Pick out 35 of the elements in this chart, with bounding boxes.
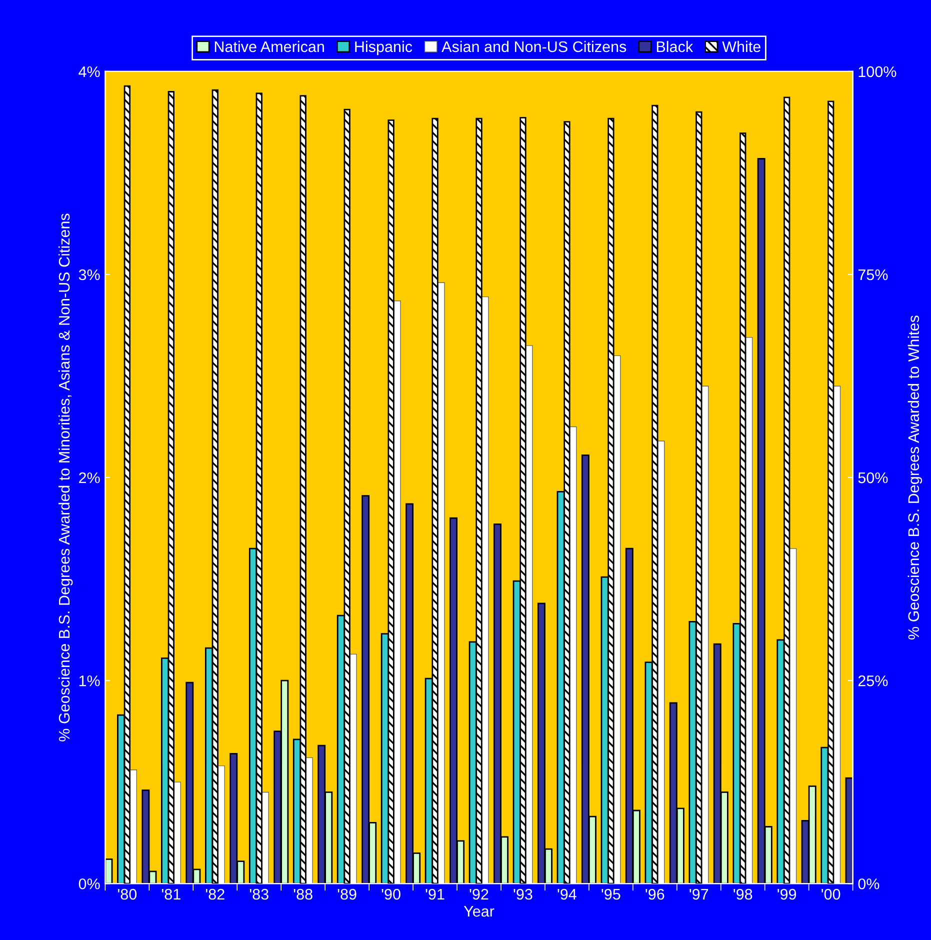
y-tick-label: 0% — [78, 878, 100, 890]
x-tick-label: '94 — [558, 888, 576, 900]
x-tick-label: '82 — [206, 888, 224, 900]
y2-tick-label: 0% — [858, 878, 880, 890]
y2-tick-label: 50% — [858, 472, 888, 484]
y2-tick-label: 75% — [858, 269, 888, 280]
x-tick-label: '80 — [118, 888, 137, 900]
x-tick-label: '81 — [162, 888, 180, 900]
legend-label: White — [722, 40, 760, 52]
x-tick-label: '90 — [382, 888, 400, 900]
y-tick-label: 4% — [78, 66, 100, 78]
x-tick-label: '98 — [734, 888, 752, 900]
legend-label: Asian and Non-US Citizens — [442, 40, 626, 52]
x-tick-label: '00 — [822, 888, 840, 900]
y-tick-label: 3% — [78, 269, 100, 280]
x-tick-label: '83 — [250, 888, 268, 900]
y-tick-label: 2% — [79, 472, 100, 484]
x-tick-label: '89 — [338, 888, 356, 900]
y2-axis-title: % Geoscience B.S. Degrees Awarded to Whites — [908, 316, 922, 640]
x-tick-label: '88 — [294, 888, 312, 900]
x-tick-label: '93 — [514, 888, 532, 900]
x-tick-label: '91 — [426, 888, 444, 900]
y-tick-label: 1% — [79, 675, 100, 686]
x-tick-label: '96 — [646, 888, 664, 900]
x-tick-label: '97 — [690, 888, 708, 900]
y-axis-title: % Geoscience B.S. Degrees Awarded to Minorities, Asians & Non-US Citizens — [58, 214, 73, 742]
x-tick-label: '95 — [602, 888, 620, 900]
legend-label: Native American — [214, 40, 324, 52]
x-tick-label: '92 — [470, 888, 488, 900]
y2-tick-label: 25% — [858, 675, 888, 686]
legend-label: Hispanic — [355, 40, 412, 56]
x-tick-label: '99 — [778, 888, 796, 900]
x-axis-title: Year — [464, 906, 494, 917]
legend-label: Black — [656, 40, 694, 52]
y2-tick-label: 100% — [858, 66, 896, 78]
